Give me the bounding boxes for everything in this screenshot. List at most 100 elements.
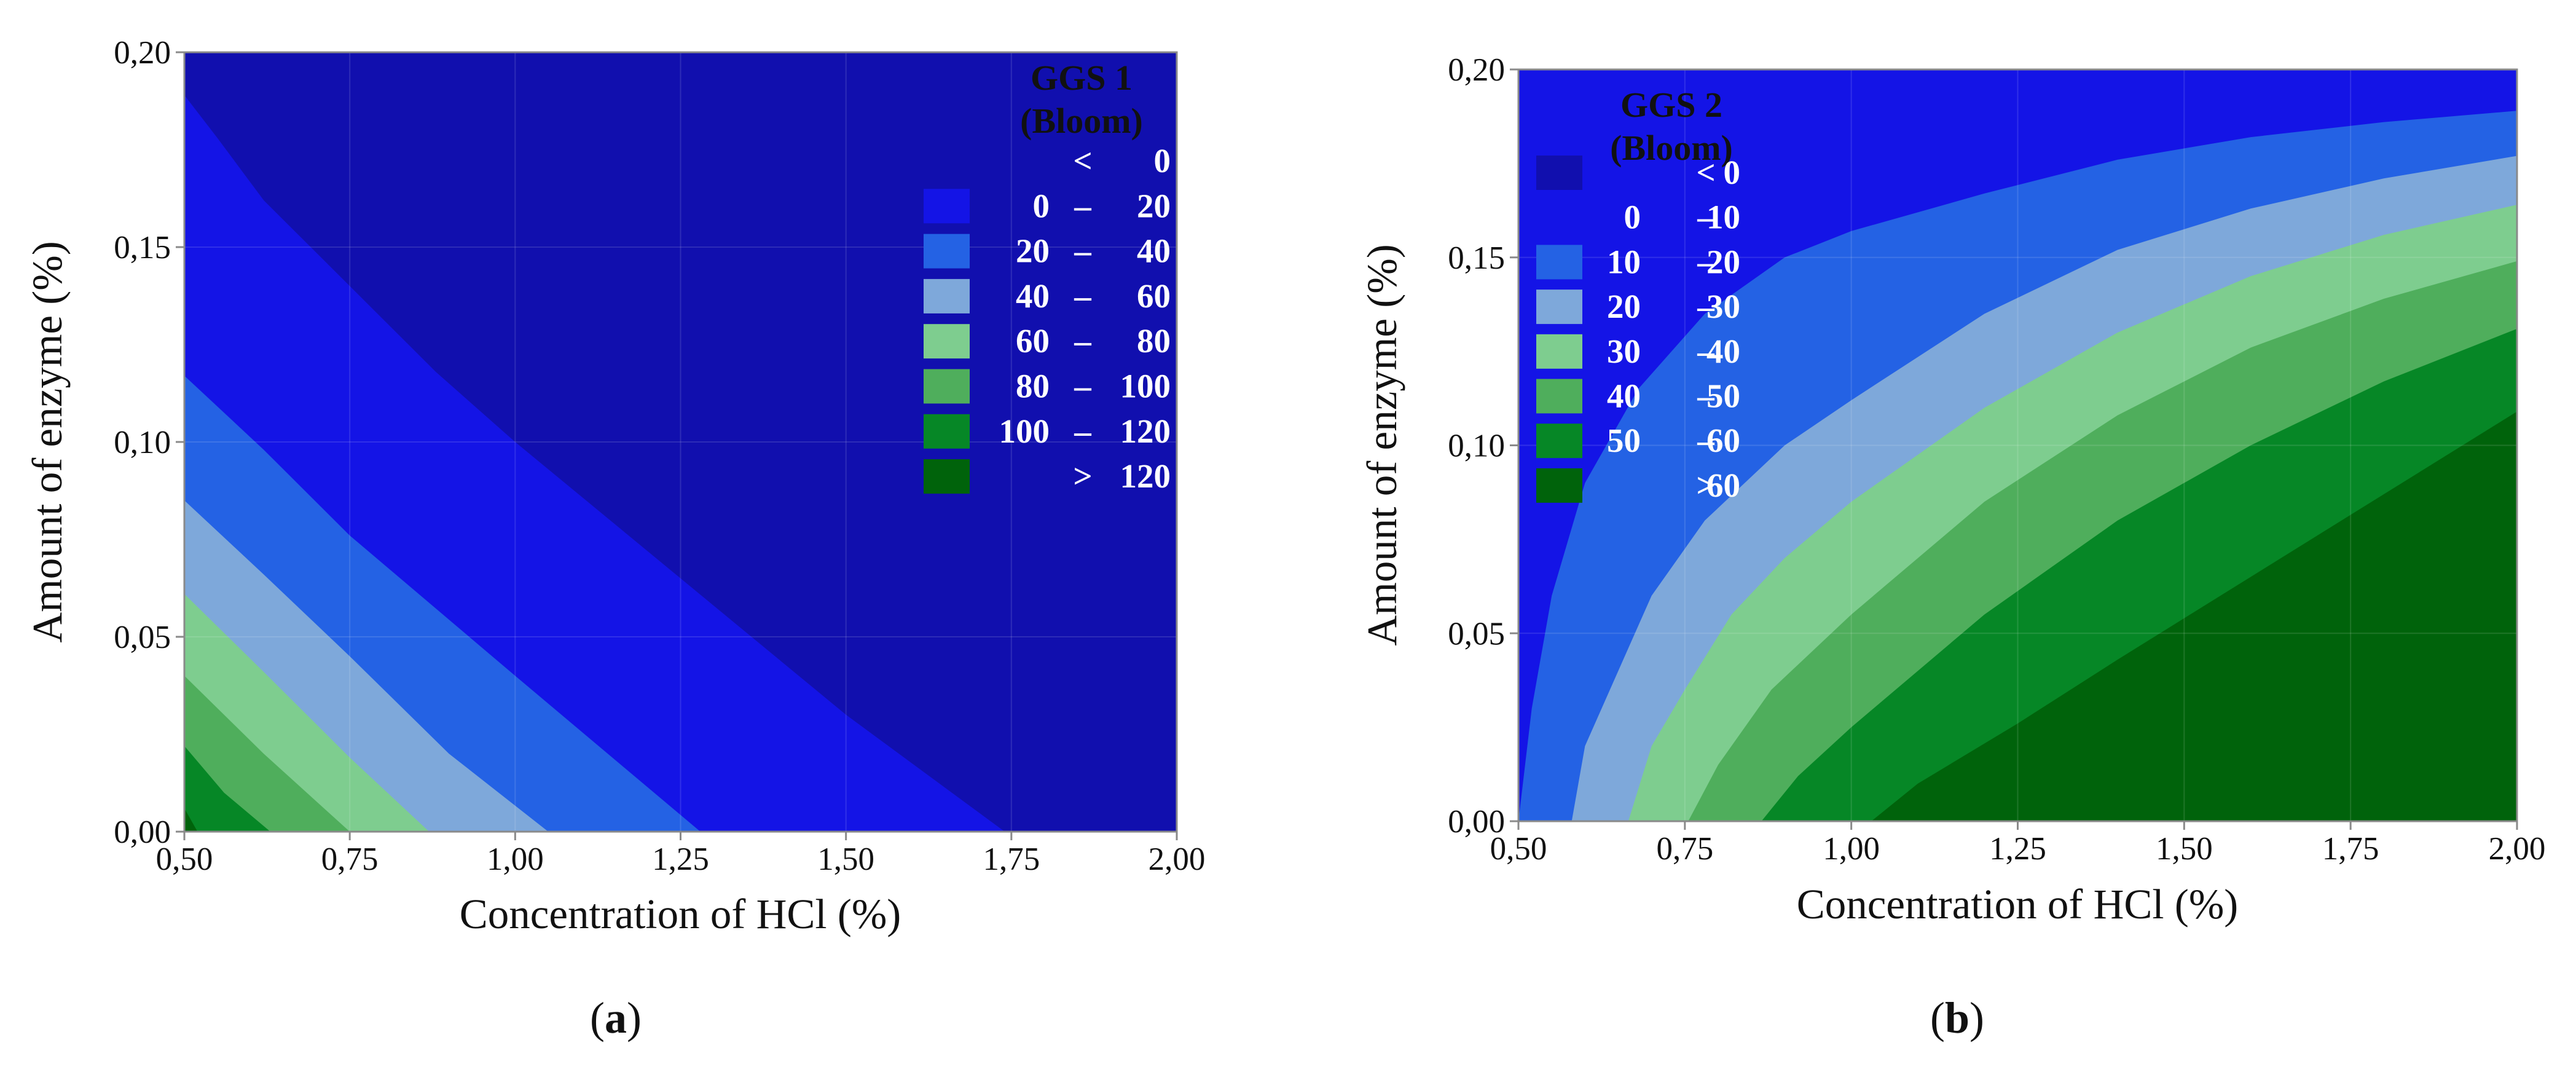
panel-a-legend-high-2: 40: [1137, 232, 1171, 270]
panel-b-x-tick-label: 1,00: [1823, 831, 1880, 867]
panel-a-x-tick-label: 1,25: [652, 841, 709, 877]
panel-b-legend-high-7: 60: [1706, 467, 1740, 504]
panel-b-region-6: [1871, 411, 2517, 821]
panel-b-legend-title-line1: GGS 2: [1620, 85, 1722, 125]
panel-a-region-6: [184, 746, 270, 832]
panel-b-legend-title-line2: (Bloom): [1610, 128, 1733, 168]
panel-a-legend-high-6: 120: [1120, 412, 1171, 450]
panel-a-legend-sep-3: –: [1074, 277, 1091, 315]
panel-a-legend-high-1: 20: [1137, 187, 1171, 224]
panel-b-y-tick-label: 0,00: [1448, 804, 1505, 840]
panel-b-y-tick-label: 0,15: [1448, 240, 1505, 276]
panel-a-legend-sep-5: –: [1074, 368, 1091, 405]
panel-a-y-tick-label: 0,05: [114, 620, 171, 655]
panel-a-legend-row-2: 20– 40: [924, 232, 1171, 270]
panel-b-legend-swatch-1: [1536, 200, 1582, 235]
panel-b-legend-swatch-4: [1536, 334, 1582, 369]
panel-a-y-tick-label: 0,10: [114, 425, 171, 460]
panel-a-legend-sep-1: –: [1074, 187, 1091, 224]
panel-a-legend-high-3: 60: [1137, 277, 1171, 315]
panel-a-plot-area: [184, 52, 1177, 832]
panel-b-legend-operator-0: <: [1696, 154, 1715, 191]
panel-b-legend-high-5: 50: [1706, 377, 1740, 415]
panel-b-legend-row-7: >60: [1536, 467, 1740, 504]
panel-a-caption: (a): [590, 993, 642, 1042]
panel-b-x-axis-label: Concentration of HCl (%): [1797, 881, 2239, 928]
panel-a-regions: [184, 52, 1177, 832]
panel-a-legend-high-4: 80: [1137, 322, 1171, 360]
panel-b-legend-high-4: 40: [1706, 333, 1740, 370]
panel-a-legend-swatch-2: [924, 234, 970, 269]
panel-b-legend-sep-3: –: [1697, 288, 1714, 325]
panel-b-x-tick-label: 2,00: [2489, 831, 2546, 867]
panel-a-legend-low-1: 0: [1033, 187, 1050, 224]
panel-b-caption-letter: b: [1945, 993, 1969, 1042]
panel-b-legend-swatch-3: [1536, 290, 1582, 325]
panel-b-legend-row-5: 40 –50: [1536, 377, 1740, 415]
panel-b-legend-high-2: 20: [1706, 243, 1740, 280]
panel-a: 0,50 0,75 1,00 1,25 1,50 1,75 2,00 0,00 0,05 0,1…: [24, 35, 1205, 1042]
panel-a-x-tick-label: 1,00: [487, 841, 544, 877]
panel-b-legend-high-3: 30: [1706, 288, 1740, 325]
panel-a-legend-low-4: 60: [1016, 322, 1050, 360]
panel-b-x-tick-label: 0,50: [1490, 831, 1547, 867]
panel-b-legend-swatch-7: [1536, 468, 1582, 503]
panel-a-region-7: [184, 808, 198, 832]
panel-a-legend-sep-2: –: [1074, 232, 1091, 270]
panel-a-legend-swatch-0: [924, 144, 970, 178]
panel-a-legend-title-line2: (Bloom): [1020, 101, 1143, 141]
panel-b-legend-row-6: 50 –60: [1536, 422, 1740, 459]
panel-b-legend-sep-5: –: [1697, 377, 1714, 415]
panel-a-legend-row-3: 40– 60: [924, 277, 1171, 315]
panel-a-y-tick-label: 0,00: [114, 814, 171, 850]
panel-a-legend-high-0: 0: [1154, 142, 1171, 179]
panel-b-legend-swatch-2: [1536, 245, 1582, 280]
panel-b-legend-sep-4: –: [1697, 333, 1714, 370]
panel-a-legend-row-0: <0: [924, 142, 1171, 179]
panel-b-x-tick-label: 1,50: [2156, 831, 2213, 867]
panel-b-legend-high-1: 10: [1706, 199, 1740, 236]
panel-b-legend-low-2: 10: [1607, 243, 1641, 280]
panel-b-grid: [1518, 69, 2517, 821]
panel-b-y-ticks: 0,00 0,05 0,10 0,15 0,20: [1448, 52, 1518, 840]
panel-b-legend-swatch-6: [1536, 424, 1582, 459]
panel-b-plot-area: [1518, 69, 2517, 821]
panel-a-legend-title-line1: GGS 1: [1031, 58, 1133, 98]
panel-a-x-ticks: 0,50 0,75 1,00 1,25 1,50 1,75 2,00: [156, 832, 1206, 877]
panel-b-legend-sep-2: –: [1697, 243, 1714, 280]
panel-a-legend-low-2: 20: [1016, 232, 1050, 270]
panel-b-legend-row-3: 20 –30: [1536, 288, 1740, 325]
panel-b-legend-low-1: 0: [1624, 199, 1641, 236]
panel-b-legend-row-4: 30 –40: [1536, 333, 1740, 370]
panel-a-x-axis-label: Concentration of HCl (%): [460, 891, 901, 937]
panel-b-y-tick-label: 0,05: [1448, 616, 1505, 652]
panel-b-y-axis-label: Amount of enzyme (%): [1359, 244, 1405, 645]
panel-b: 0,50 0,75 1,00 1,25 1,50 1,75 2,00 0,00 0,05 0,1…: [1359, 52, 2545, 1042]
panel-a-legend-low-3: 40: [1016, 277, 1050, 315]
panel-b-x-tick-label: 1,75: [2322, 831, 2379, 867]
panel-b-legend-swatch-0: [1536, 156, 1582, 190]
panel-b-y-tick-label: 0,20: [1448, 52, 1505, 88]
panel-a-caption-letter: a: [605, 993, 627, 1042]
panel-a-legend-operator-0: <: [1073, 142, 1092, 179]
panel-b-legend-sep-1: –: [1697, 199, 1714, 236]
panel-b-legend-row-0: <0: [1536, 154, 1740, 191]
panel-a-legend-sep-4: –: [1074, 322, 1091, 360]
panel-a-legend-row-4: 60– 80: [924, 322, 1171, 360]
panel-a-legend-swatch-1: [924, 189, 970, 224]
panel-a-legend-swatch-3: [924, 278, 970, 313]
panel-a-legend-row-1: 0– 20: [924, 187, 1171, 224]
panel-a-x-tick-label: 0,75: [321, 841, 379, 877]
panel-a-y-tick-label: 0,15: [114, 230, 171, 266]
panel-a-legend-low-6: 100: [999, 412, 1050, 450]
panel-a-x-tick-label: 2,00: [1149, 841, 1206, 877]
panel-b-x-tick-label: 1,25: [1989, 831, 2046, 867]
panel-a-grid: [184, 52, 1177, 832]
panel-b-legend-row-2: 10 –20: [1536, 243, 1740, 280]
panel-a-legend-sep-6: –: [1074, 412, 1091, 450]
panel-a-legend-row-6: 100–120: [924, 412, 1171, 450]
panel-a-y-ticks: 0,00 0,05 0,10 0,15 0,20: [114, 35, 184, 850]
